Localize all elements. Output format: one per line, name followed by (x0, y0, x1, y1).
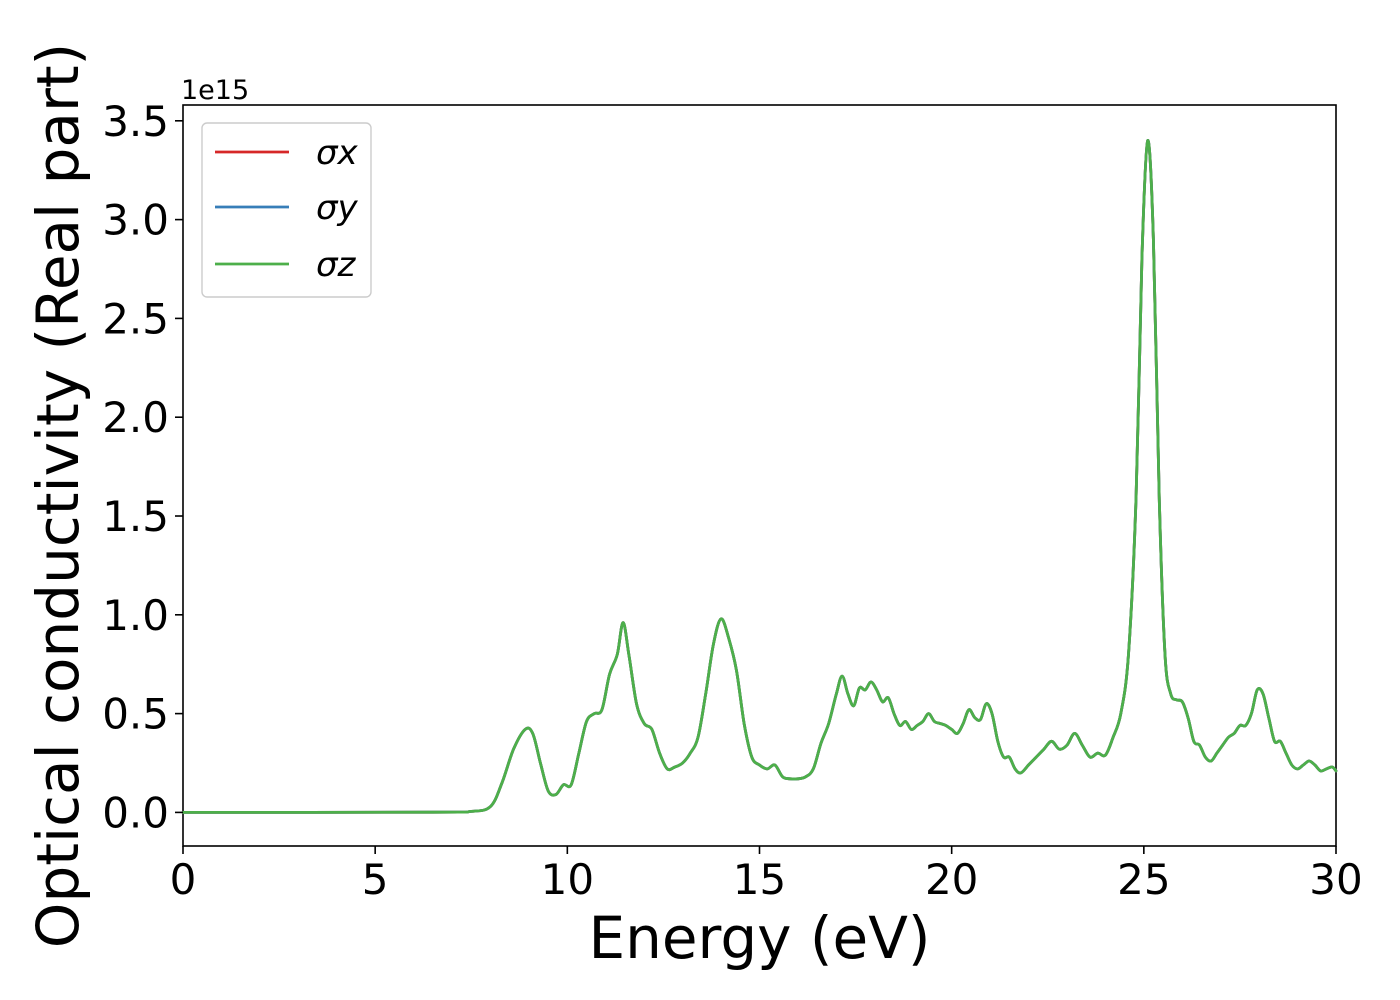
x-axis-label: Energy (eV) (588, 904, 930, 972)
x-tick-label: 15 (733, 855, 786, 904)
x-tick-label: 5 (362, 855, 389, 904)
y-tick-label: 1.5 (102, 492, 169, 541)
legend-box (201, 122, 372, 298)
y-tick-label: 2.5 (102, 294, 169, 343)
y-axis-label: Optical conductivity (Real part) (24, 43, 92, 948)
plot-area (181, 104, 1338, 847)
y-tick-label: 2.0 (102, 393, 169, 442)
x-tick-label: 30 (1309, 855, 1362, 904)
y-tick-label: 0.0 (102, 788, 169, 837)
y-tick-label: 0.5 (102, 690, 169, 739)
x-tick-label: 20 (925, 855, 978, 904)
x-tick-label: 0 (170, 855, 197, 904)
y-offset-label: 1e15 (181, 75, 249, 106)
series-layer (181, 139, 1338, 814)
y-tick-label: 3.5 (102, 97, 169, 146)
x-axis-ticks: 0 5 10 15 20 25 30 (170, 846, 1363, 904)
legend-entry: σy (316, 188, 359, 228)
y-axis-ticks: 0.0 0.5 1.0 1.5 2.0 2.5 3.0 3.5 (102, 97, 183, 837)
series-line-3 (181, 139, 1338, 814)
legend-entry: σz (316, 245, 357, 285)
x-tick-label: 25 (1117, 855, 1170, 904)
legend: σx σy σz (201, 122, 372, 298)
legend-entry: σx (316, 133, 359, 173)
x-tick-label: 10 (541, 855, 594, 904)
y-tick-label: 1.0 (102, 591, 169, 640)
y-tick-label: 3.0 (102, 196, 169, 245)
